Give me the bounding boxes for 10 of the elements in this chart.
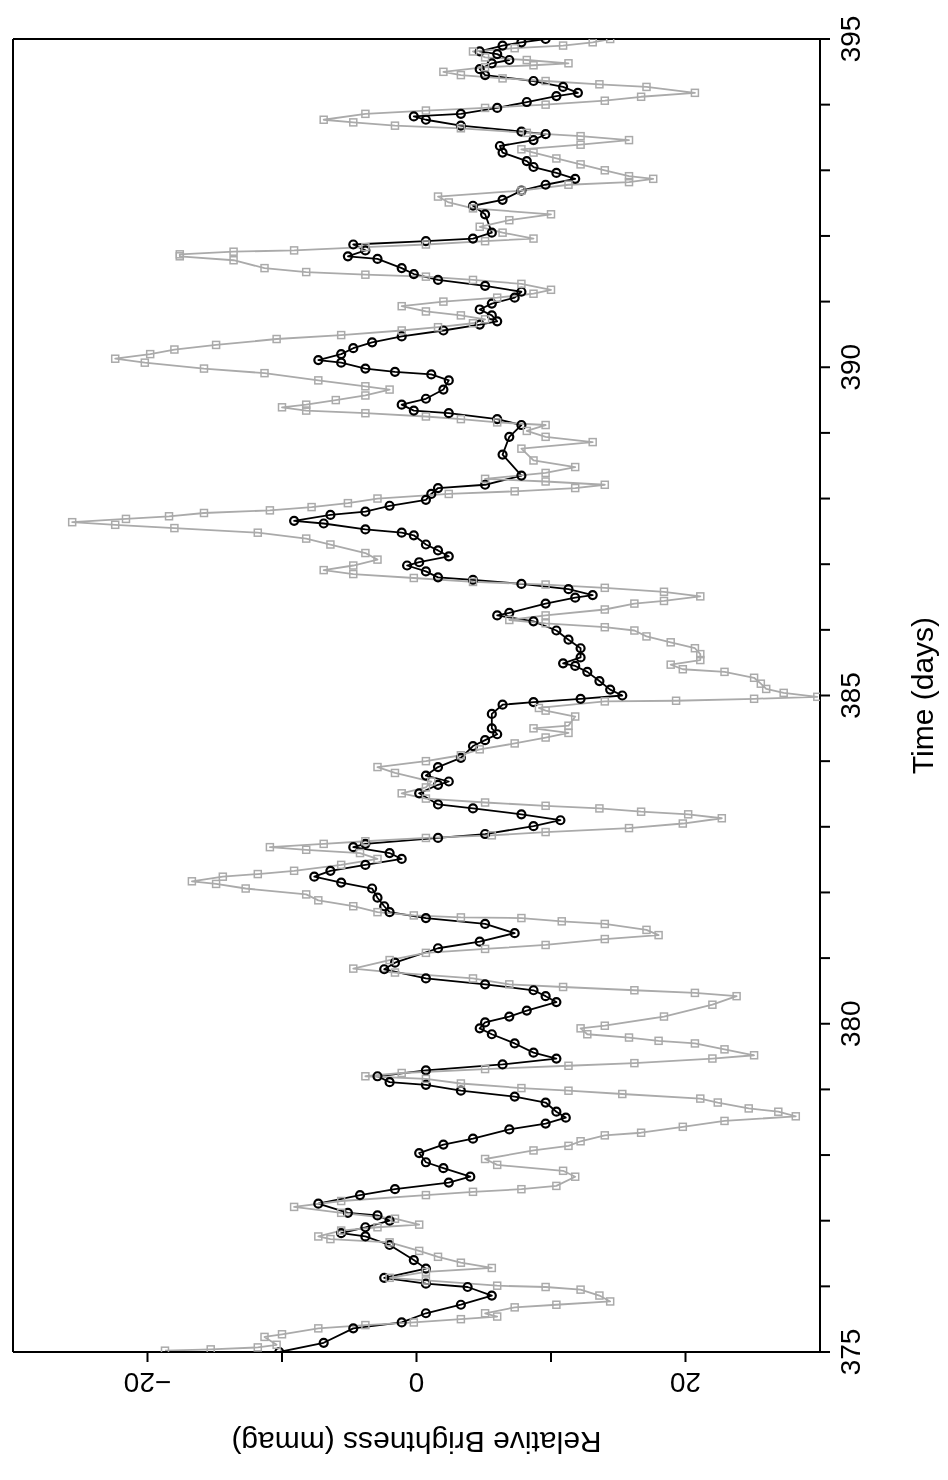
x-tick-label: 20 xyxy=(669,1366,702,1398)
y-axis-title: Time (days) xyxy=(905,616,939,775)
y-tick-label: 390 xyxy=(834,343,866,391)
x-axis-title: Relative Brightness (mmag) xyxy=(231,1426,602,1459)
y-tick-label: 385 xyxy=(834,672,866,719)
x-tick-label: 0 xyxy=(408,1366,425,1398)
x-tick-label: −20 xyxy=(123,1366,172,1398)
y-tick-label: 380 xyxy=(834,1000,866,1048)
y-tick-label: 395 xyxy=(834,15,866,63)
y-tick-label: 375 xyxy=(834,1328,866,1376)
